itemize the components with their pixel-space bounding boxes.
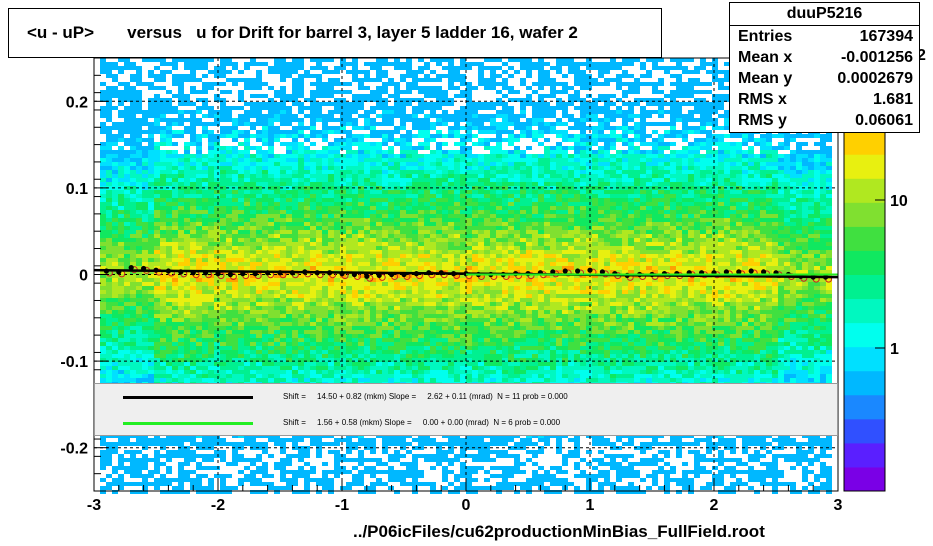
profile-marker-39 <box>587 267 593 273</box>
y-tick-label-1: -0.1 <box>60 354 88 371</box>
stats-mean-y-label: Mean y <box>738 70 793 87</box>
profile-marker-2 <box>128 264 134 271</box>
x-tick-label-4: 1 <box>586 497 595 514</box>
legend-row-green: Shift = 1.56 + 0.58 (mkm) Slope = 0.00 +… <box>95 416 839 430</box>
y-tick-label-0: -0.2 <box>60 441 88 458</box>
profile-marker-10 <box>227 271 233 278</box>
stats-rms-x-value: 1.681 <box>872 91 913 108</box>
zscale-band-8 <box>844 274 885 300</box>
profile-marker-37 <box>562 268 568 274</box>
zscale-band-2 <box>844 418 885 444</box>
x-tick-label-6: 3 <box>834 497 843 514</box>
zscale-band-1 <box>844 442 885 468</box>
legend-text-black: Shift = 14.50 + 0.82 (mkm) Slope = 2.62 … <box>283 392 568 401</box>
stats-rms-y: RMS y 0.06061 <box>730 110 919 131</box>
zscale-band-13 <box>844 154 885 179</box>
stats-rms-x: RMS x 1.681 <box>730 89 919 110</box>
z-exponent-label: 2 <box>917 47 926 64</box>
legend-line-black <box>123 396 253 399</box>
stats-mean-x-label: Mean x <box>738 49 793 66</box>
stats-mean-y-value: 0.0002679 <box>837 70 913 87</box>
zscale-band-5 <box>844 346 885 372</box>
profile-marker-21 <box>364 273 370 279</box>
stats-mean-x-value: -0.001256 <box>840 49 913 66</box>
stats-rms-y-label: RMS y <box>738 112 787 129</box>
stats-entries-label: Entries <box>738 28 793 45</box>
stats-entries-value: 167394 <box>859 28 913 45</box>
z-tick-label-0: 1 <box>890 341 899 358</box>
stats-mean-x: Mean x -0.001256 <box>730 47 919 68</box>
zscale-band-10 <box>844 226 885 251</box>
zscale-band-12 <box>844 178 885 203</box>
fit-legend: Shift = 14.50 + 0.82 (mkm) Slope = 2.62 … <box>94 383 838 436</box>
stats-rms-y-value: 0.06061 <box>855 112 913 129</box>
legend-row-black: Shift = 14.50 + 0.82 (mkm) Slope = 2.62 … <box>95 390 839 404</box>
x-tick-label-2: -1 <box>335 497 349 514</box>
y-tick-label-4: 0.2 <box>66 94 88 111</box>
x-tick-label-3: 0 <box>462 497 471 514</box>
x-tick-label-1: -2 <box>211 497 225 514</box>
legend-line-green <box>123 422 253 425</box>
zscale-band-6 <box>844 322 885 348</box>
legend-text-green: Shift = 1.56 + 0.58 (mkm) Slope = 0.00 +… <box>283 418 561 427</box>
zscale-band-14 <box>844 130 885 155</box>
zscale-band-4 <box>844 370 885 396</box>
y-tick-label-3: 0.1 <box>66 181 88 198</box>
zscale-band-9 <box>844 250 885 275</box>
z-tick-label-1: 10 <box>890 193 908 210</box>
zscale-band-7 <box>844 298 885 324</box>
source-file-label: ../P06icFiles/cu62productionMinBias_Full… <box>353 522 765 541</box>
profile-marker-40 <box>599 269 606 275</box>
x-tick-label-5: 2 <box>710 497 719 514</box>
stats-mean-y: Mean y 0.0002679 <box>730 68 919 89</box>
zscale-band-0 <box>844 466 885 492</box>
profile-marker-50 <box>723 269 730 275</box>
profile-marker-38 <box>575 268 581 274</box>
stats-name: duuP5216 <box>730 3 919 26</box>
zscale-band-3 <box>844 394 885 420</box>
profile-marker-52 <box>748 268 754 274</box>
stats-box: duuP5216 Entries 167394 Mean x -0.001256… <box>729 2 920 133</box>
chart-title: <u - uP> versus u for Drift for barrel 3… <box>8 8 662 58</box>
zscale-band-11 <box>844 202 885 227</box>
profile-marker-51 <box>736 269 742 275</box>
x-tick-label-0: -3 <box>87 497 101 514</box>
stats-entries: Entries 167394 <box>730 26 919 47</box>
stats-rms-x-label: RMS x <box>738 91 787 108</box>
y-tick-label-2: 0 <box>79 268 88 285</box>
profile-marker-53 <box>761 269 767 275</box>
